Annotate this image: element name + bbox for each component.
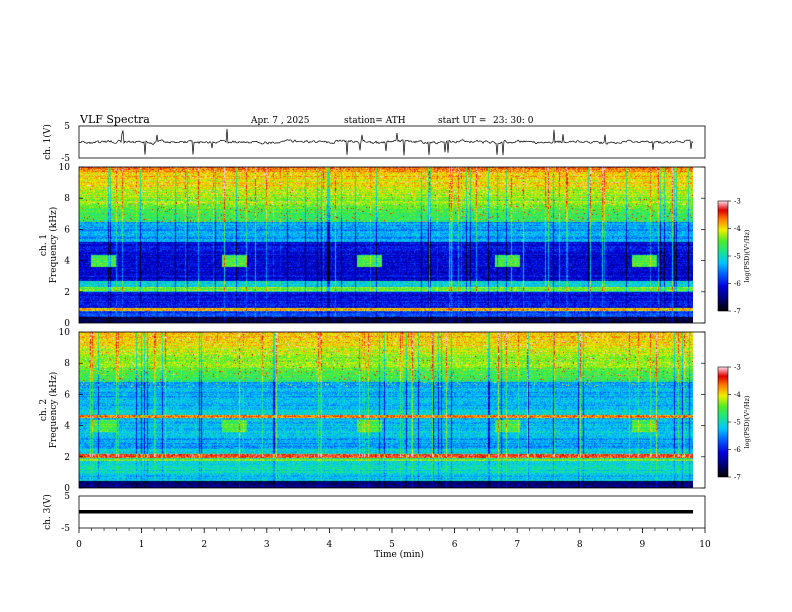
- header-date: Apr. 7 , 2025: [250, 116, 310, 126]
- x-tick-label: 3: [264, 540, 270, 550]
- ch1-spectrogram-frame: [78, 166, 706, 324]
- y-tick-label: 4: [64, 257, 70, 267]
- y-tick-label: 10: [59, 163, 71, 173]
- x-axis-ticks: [78, 528, 706, 533]
- colorbar-tick-label: -5: [734, 419, 741, 427]
- ch1-spectrogram-yticks: 0 2 4 6 8 10: [59, 163, 705, 329]
- x-axis-tick-labels: 0 1 2 3 4 5 6 7 8 9 10: [76, 540, 711, 550]
- header-start-label: start UT =: [438, 116, 486, 126]
- y-tick-label: 6: [64, 225, 70, 235]
- x-tick-label: 7: [514, 540, 520, 550]
- header-station: station= ATH: [344, 116, 406, 126]
- x-tick-label: 0: [76, 540, 82, 550]
- ch2-colorbar-image: [718, 367, 728, 477]
- figure-title: VLF Spectra: [79, 113, 150, 126]
- y-tick-label: 8: [64, 359, 70, 369]
- ch1-ytick-bottom: -5: [61, 154, 70, 164]
- header-start-time: 23: 30: 0: [493, 116, 534, 126]
- ch2-spectrogram-ylabel-frequency: Frequency (kHz): [48, 372, 59, 449]
- ch2-colorbar-ticks: -3 -4 -5 -6 -7: [728, 364, 741, 482]
- ch1-waveform-line: [78, 128, 694, 156]
- ch1-ytick-top: 5: [64, 122, 70, 132]
- y-tick-label: 0: [64, 484, 70, 494]
- y-tick-label: 0: [64, 319, 70, 329]
- x-tick-label: 4: [327, 540, 333, 550]
- ch2-colorbar-label: log(PSD)(V²/Hz): [743, 395, 751, 448]
- x-tick-label: 1: [139, 540, 145, 550]
- ch1-spectrogram-panel: 0 2 4 6 8 10 ch. 1 Frequency (kHz): [39, 163, 706, 329]
- y-tick-label: 4: [64, 422, 70, 432]
- ch1-colorbar-label: log(PSD)(V²/Hz): [743, 229, 751, 282]
- y-tick-label: 2: [64, 453, 70, 463]
- colorbar-tick-label: -4: [734, 225, 741, 233]
- ch1-colorbar-ticks: -3 -4 -5 -6 -7: [728, 198, 741, 316]
- ch2-spectrogram-yticks: 0 2 4 6 8 10: [59, 328, 705, 494]
- ch3-ytick-top: 5: [64, 492, 70, 502]
- colorbar-tick-label: -3: [734, 364, 741, 372]
- colorbar-tick-label: -6: [734, 446, 741, 454]
- y-tick-label: 2: [64, 288, 70, 298]
- x-tick-label: 2: [201, 540, 207, 550]
- x-axis-label: Time (min): [374, 549, 424, 560]
- ch2-spectrogram-ylabel-channel: ch. 2: [39, 399, 49, 421]
- ch2-spectrogram-panel: 0 2 4 6 8 10 ch. 2 Frequency (kHz): [39, 328, 706, 494]
- ch3-waveform-line: [79, 510, 693, 514]
- y-tick-label: 8: [64, 194, 70, 204]
- ch3-ytick-bottom: -5: [61, 524, 70, 534]
- ch1-colorbar: -3 -4 -5 -6 -7 log(PSD)(V²/Hz): [717, 198, 751, 316]
- x-tick-label: 9: [640, 540, 646, 550]
- ch1-colorbar-image: [718, 201, 728, 311]
- colorbar-tick-label: -6: [734, 280, 741, 288]
- ch1-waveform-ylabel: ch. 1(V): [42, 124, 53, 160]
- colorbar-tick-label: -5: [734, 253, 741, 261]
- ch1-spectrogram-ylabel-channel: ch. 1: [39, 234, 49, 256]
- y-tick-label: 10: [59, 328, 71, 338]
- ch1-spectrogram-ylabel-frequency: Frequency (kHz): [48, 207, 59, 284]
- ch2-colorbar: -3 -4 -5 -6 -7 log(PSD)(V²/Hz): [717, 364, 751, 482]
- x-tick-label: 6: [452, 540, 458, 550]
- ch3-waveform-ylabel: ch. 3(V): [42, 494, 53, 530]
- colorbar-tick-label: -3: [734, 198, 741, 206]
- ch1-spectrogram-image: [79, 167, 693, 323]
- colorbar-tick-label: -7: [734, 308, 741, 316]
- x-tick-label: 5: [389, 540, 395, 550]
- ch2-spectrogram-image: [79, 332, 693, 488]
- ch2-spectrogram-frame: [78, 331, 706, 489]
- ch1-waveform-panel: 5 -5 ch. 1(V): [42, 122, 706, 164]
- colorbar-tick-label: -4: [734, 391, 741, 399]
- ch3-waveform-panel: 5 -5 ch. 3(V): [42, 492, 706, 534]
- y-tick-label: 6: [64, 390, 70, 400]
- x-tick-label: 10: [699, 540, 711, 550]
- colorbar-tick-label: -7: [734, 474, 741, 482]
- x-tick-label: 8: [577, 540, 583, 550]
